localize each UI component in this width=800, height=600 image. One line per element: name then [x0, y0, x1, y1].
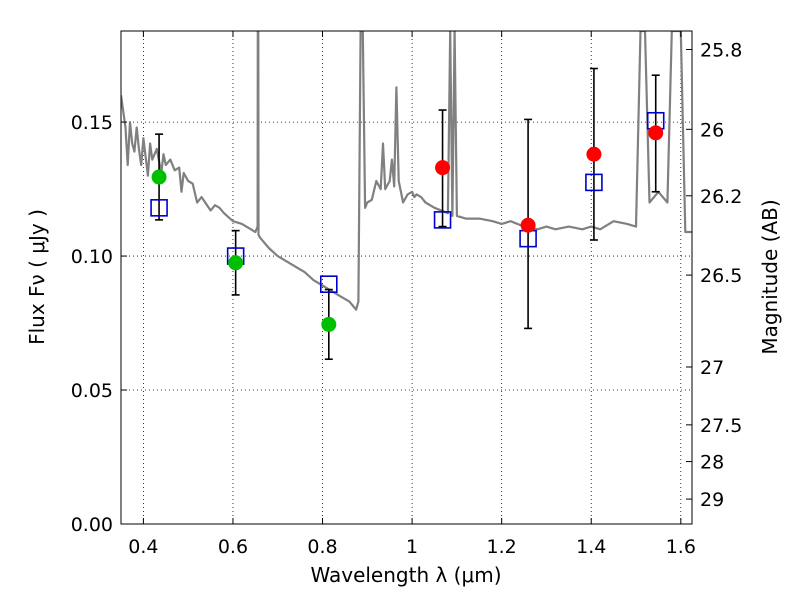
- y2-tick-label: 27.5: [700, 415, 742, 437]
- x-tick-label: 1.2: [487, 536, 517, 558]
- observed-point: [228, 255, 244, 271]
- x-tick-label: 0.6: [218, 536, 248, 558]
- x-tick-label: 0.8: [307, 536, 337, 558]
- y2-tick-label: 26: [700, 119, 724, 141]
- model-square-point: [433, 211, 452, 229]
- x-tick-label: 0.4: [128, 536, 158, 558]
- x-tick-label: 1: [406, 536, 418, 558]
- model-square-point: [319, 275, 338, 293]
- observed-point: [520, 217, 536, 233]
- x-tick-label: 1.4: [576, 536, 606, 558]
- observed-point: [151, 169, 167, 185]
- plot-frame: [120, 30, 693, 525]
- model-square-point: [585, 173, 603, 192]
- ticks: 0.4 0.6 0.8 1 1.2 1.4 1.6 0.00 0.05 0.10 0.15 25.8 2…: [71, 31, 742, 558]
- observed-point: [435, 160, 451, 176]
- y2-tick-label: 25.8: [700, 39, 742, 61]
- model-square-point: [150, 199, 168, 217]
- observed-point: [321, 316, 337, 332]
- y2-tick-label: 26.2: [700, 186, 742, 208]
- y-tick-label: 0.00: [71, 514, 113, 536]
- y2-tick-label: 27: [700, 357, 724, 379]
- observed-point: [648, 125, 664, 141]
- model-sed-line: [121, 31, 692, 311]
- y2-tick-label: 26.5: [700, 265, 742, 287]
- observed-point: [586, 146, 602, 162]
- y-tick-label: 0.10: [71, 246, 113, 268]
- y2-axis-title: Magnitude (AB): [758, 199, 782, 354]
- y-tick-label: 0.15: [71, 112, 113, 134]
- y-tick-label: 0.05: [71, 380, 113, 402]
- x-axis-title: Wavelength λ (μm): [310, 563, 501, 587]
- error-bars: [155, 67, 660, 361]
- y2-tick-label: 29: [700, 489, 724, 511]
- grid: [121, 31, 692, 525]
- model-sed-curve: [121, 31, 692, 311]
- y2-tick-label: 28: [700, 452, 724, 474]
- markers: [150, 111, 665, 332]
- x-tick-label: 1.6: [666, 536, 696, 558]
- y-axis-title: Flux Fν ( μJy ): [25, 209, 49, 345]
